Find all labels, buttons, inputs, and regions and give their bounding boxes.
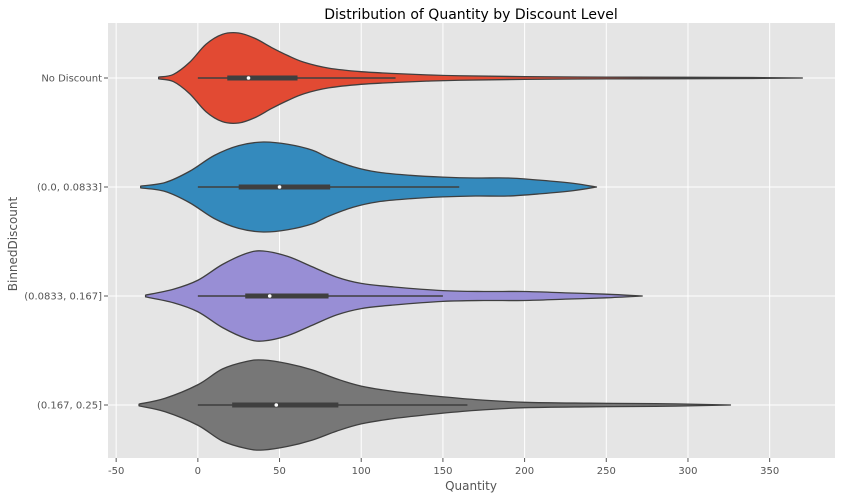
violin-median-dot	[274, 403, 279, 407]
x-tick-label: 250	[597, 466, 616, 477]
x-axis-ticks: -50 0 50 100 150 200 250 300 350	[108, 458, 779, 477]
x-tick-label: 50	[273, 466, 286, 477]
y-axis-label: BinnedDiscount	[6, 196, 20, 291]
x-tick-label: 0	[195, 466, 201, 477]
violin-iqr-box	[238, 184, 331, 190]
x-tick-label: 200	[515, 466, 534, 477]
chart-title: Distribution of Quantity by Discount Lev…	[324, 7, 618, 23]
violin-median-dot	[246, 76, 251, 80]
y-tick-label: (0.0, 0.0833]	[37, 183, 102, 194]
x-tick-label: 150	[433, 466, 452, 477]
violin-iqr-box	[227, 75, 298, 81]
violins	[138, 31, 803, 451]
y-tick-label: No Discount	[41, 74, 102, 85]
violin-median-dot	[277, 185, 282, 189]
x-axis-label: Quantity	[445, 479, 497, 493]
y-tick-label: (0.167, 0.25]	[37, 401, 102, 412]
x-tick-label: 350	[760, 466, 779, 477]
violin-iqr-box	[245, 293, 329, 299]
violin-median-dot	[267, 294, 272, 298]
violin-iqr-box	[232, 402, 339, 408]
x-tick-label: 300	[678, 466, 697, 477]
x-tick-label: -50	[108, 466, 124, 477]
x-tick-label: 100	[352, 466, 371, 477]
y-axis-ticks: No Discount (0.0, 0.0833] (0.0833, 0.167] (…	[24, 74, 108, 412]
y-tick-label: (0.0833, 0.167]	[24, 292, 102, 303]
violin-body	[157, 31, 803, 125]
